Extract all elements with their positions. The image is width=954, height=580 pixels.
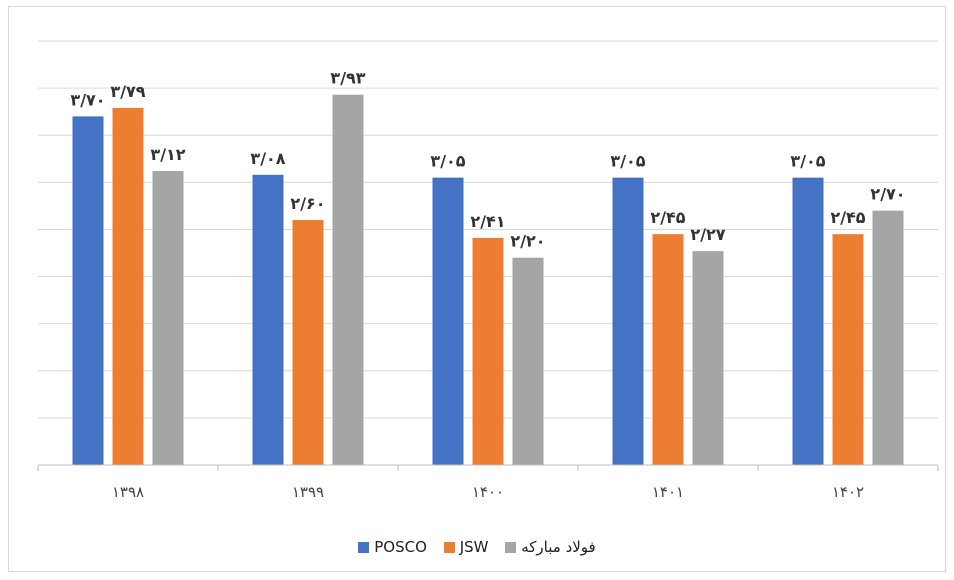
legend: POSCO JSW فولاد مبارکه (0, 538, 954, 557)
bar (512, 257, 544, 465)
data-label: ۳/۰۸ (250, 149, 285, 168)
x-tick-label: ۱۴۰۰ (472, 483, 504, 501)
data-label: ۲/۴۱ (470, 212, 505, 231)
data-label: ۲/۴۵ (650, 208, 685, 227)
legend-swatch-posco (358, 541, 370, 553)
bar (612, 177, 644, 465)
data-label: ۲/۴۵ (830, 208, 865, 227)
data-label: ۳/۰۵ (790, 152, 825, 171)
data-label: ۲/۷۰ (870, 185, 905, 204)
legend-label-jsw: JSW (459, 538, 489, 556)
data-label: ۳/۹۳ (330, 69, 365, 88)
data-label: ۳/۰۵ (430, 152, 465, 171)
bar (112, 107, 144, 466)
data-label: ۳/۷۰ (70, 90, 105, 109)
bar (332, 94, 364, 465)
bar (292, 220, 324, 465)
bar (692, 251, 724, 465)
bar (252, 174, 284, 465)
data-label: ۳/۱۲ (150, 145, 185, 164)
bar (72, 116, 104, 465)
x-tick-label: ۱۴۰۱ (652, 483, 684, 501)
bar (432, 177, 464, 465)
legend-swatch-jsw (443, 541, 455, 553)
bar (872, 210, 904, 465)
bar-chart: ۳/۷۰ ۳/۷۹ ۳/۱۲ ۳/۰۸ ۲/۶۰ ۳/۹۳ ۳/۰۵ ۲/۴۱ ۲/۲۰ ۳/۰۵… (37, 40, 939, 501)
data-label: ۲/۲۰ (510, 232, 545, 251)
legend-label-posco: POSCO (374, 538, 427, 556)
bar (792, 177, 824, 465)
data-label: ۲/۲۷ (690, 225, 725, 244)
legend-label-mobarakeh: فولاد مبارکه (521, 538, 596, 556)
bar (832, 234, 864, 465)
x-axis: ۱۳۹۸ ۱۳۹۹ ۱۴۰۰ ۱۴۰۱ ۱۴۰۲ (37, 464, 939, 501)
x-tick-label: ۱۳۹۸ (112, 483, 144, 501)
data-label: ۳/۷۹ (110, 82, 145, 101)
legend-item-posco: POSCO (358, 538, 427, 556)
legend-item-mobarakeh: فولاد مبارکه (505, 538, 596, 556)
gridlines (38, 40, 938, 419)
x-tick-label: ۱۳۹۹ (292, 483, 324, 501)
bar (652, 234, 684, 465)
data-label: ۲/۶۰ (290, 194, 325, 213)
bars (72, 94, 904, 466)
data-labels: ۳/۷۰ ۳/۷۹ ۳/۱۲ ۳/۰۸ ۲/۶۰ ۳/۹۳ ۳/۰۵ ۲/۴۱ ۲/۲۰ ۳/۰۵… (70, 69, 905, 251)
legend-item-jsw: JSW (443, 538, 489, 556)
x-tick-label: ۱۴۰۲ (832, 483, 864, 501)
legend-swatch-mobarakeh (505, 541, 517, 553)
bar (152, 171, 184, 465)
bar (472, 237, 504, 465)
data-label: ۳/۰۵ (610, 152, 645, 171)
